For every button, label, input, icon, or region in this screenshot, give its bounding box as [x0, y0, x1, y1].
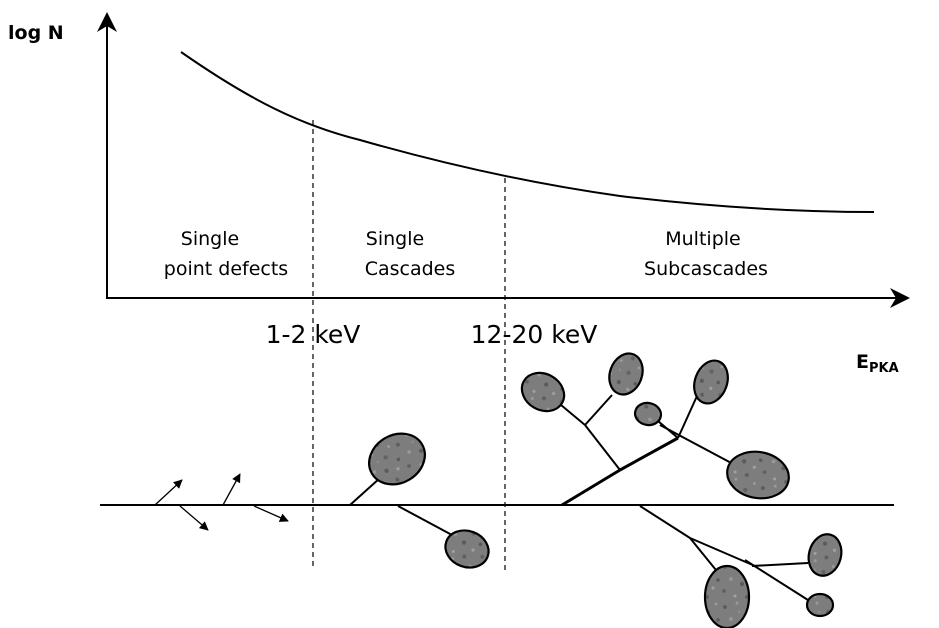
subcascade-branch-right-up: [677, 395, 698, 439]
subcascade-branch-left-twig: [584, 394, 613, 426]
arrow-down-1: [179, 505, 209, 531]
cascade-blob-upper: [368, 432, 426, 486]
arrow-down-2: [253, 505, 289, 522]
subcascade-lower-branch-2: [689, 537, 756, 567]
subcascade-lower-trunk: [639, 505, 691, 539]
subcascade-trunk-2: [619, 436, 679, 472]
threshold-label-2: 12-20 keV: [471, 320, 598, 349]
region-label-2-line2: Cascades: [365, 258, 456, 280]
subcascade-lower-branch-1: [689, 537, 721, 576]
y-axis-label: log N: [8, 22, 64, 44]
subcascade-branch-left: [584, 424, 621, 471]
region-label-2-line1: Single: [366, 228, 424, 250]
single-cascades-sketch: [349, 432, 490, 569]
region-label-1-line1: Single: [181, 228, 239, 250]
subcascades-sketch: [520, 352, 843, 628]
x-axis-subscript: PKA: [869, 361, 899, 376]
cascade-blob-lower: [444, 529, 490, 569]
subcascade-lower-branch-3: [744, 559, 809, 601]
cascade-branch-up: [349, 477, 381, 506]
region-label-1-line2: point defects: [164, 258, 288, 280]
subcascade-trunk-thick: [561, 468, 621, 507]
log-n-curve: [180, 51, 875, 213]
region-label-3-line1: Multiple: [665, 228, 740, 250]
cascade-branch-down: [397, 505, 453, 536]
subcascade-blob-lower-large: [703, 564, 751, 628]
subcascade-blob-small: [633, 401, 663, 427]
arrow-up-2: [222, 473, 241, 506]
subcascade-lower-twig-a: [751, 562, 809, 567]
subcascade-branch-right-down: [659, 424, 736, 466]
region-label-3-line2: Subcascades: [644, 258, 768, 280]
subcascade-blob-top-right: [693, 359, 729, 405]
subcascade-blob-right-large: [726, 450, 790, 500]
threshold-label-1: 1-2 keV: [266, 320, 361, 349]
x-axis-label: EPKA: [856, 351, 899, 376]
subcascade-blob-lower-right: [807, 533, 843, 577]
subcascade-blob-lower-tiny: [805, 592, 835, 618]
subcascade-blob-top-center: [608, 352, 644, 396]
arrow-up-1: [154, 479, 183, 506]
point-defect-arrows: [154, 473, 289, 531]
subcascade-blob-top-left: [520, 371, 566, 413]
